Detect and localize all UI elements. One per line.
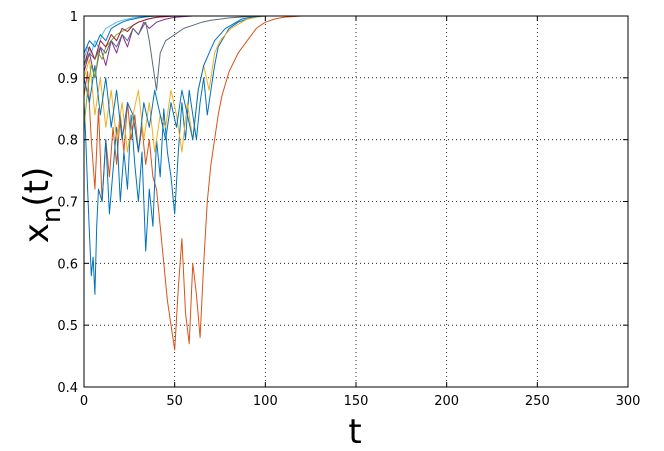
y-tick-label: 0.8 (57, 134, 78, 149)
y-tick-label: 0.4 (57, 381, 78, 396)
y-axis-label: xn(t) (17, 167, 67, 243)
ticks: 0 50 100 150 200 250 300 0.4 0.5 0.6 0.7 0.8 0.9 1 (57, 10, 640, 409)
x-tick-label: 200 (434, 394, 459, 409)
x-tick-label: 300 (616, 394, 641, 409)
y-tick-label: 0.6 (57, 257, 78, 272)
series-line-4 (83, 15, 628, 153)
y-axis-label-subscript: n (37, 207, 67, 223)
x-axis-label: t (348, 412, 361, 451)
y-axis-label-tail: (t) (17, 167, 57, 207)
series-line-3 (83, 15, 628, 153)
x-tick-label: 50 (166, 394, 183, 409)
y-tick-label: 0.7 (57, 196, 78, 211)
y-tick-label: 1 (70, 10, 78, 25)
x-tick-label: 0 (80, 394, 88, 409)
series-line-10 (83, 15, 628, 54)
y-axis-label-main: x (17, 223, 57, 243)
y-tick-label: 0.9 (57, 72, 78, 87)
y-tick-label: 0.5 (57, 319, 78, 334)
series-line-2 (83, 15, 628, 295)
x-tick-label: 100 (253, 394, 278, 409)
series-line-1 (83, 15, 628, 351)
series-line-9 (83, 15, 628, 91)
series-layer (83, 15, 628, 351)
x-tick-label: 150 (344, 394, 369, 409)
grid (84, 16, 628, 387)
x-tick-label: 250 (525, 394, 550, 409)
